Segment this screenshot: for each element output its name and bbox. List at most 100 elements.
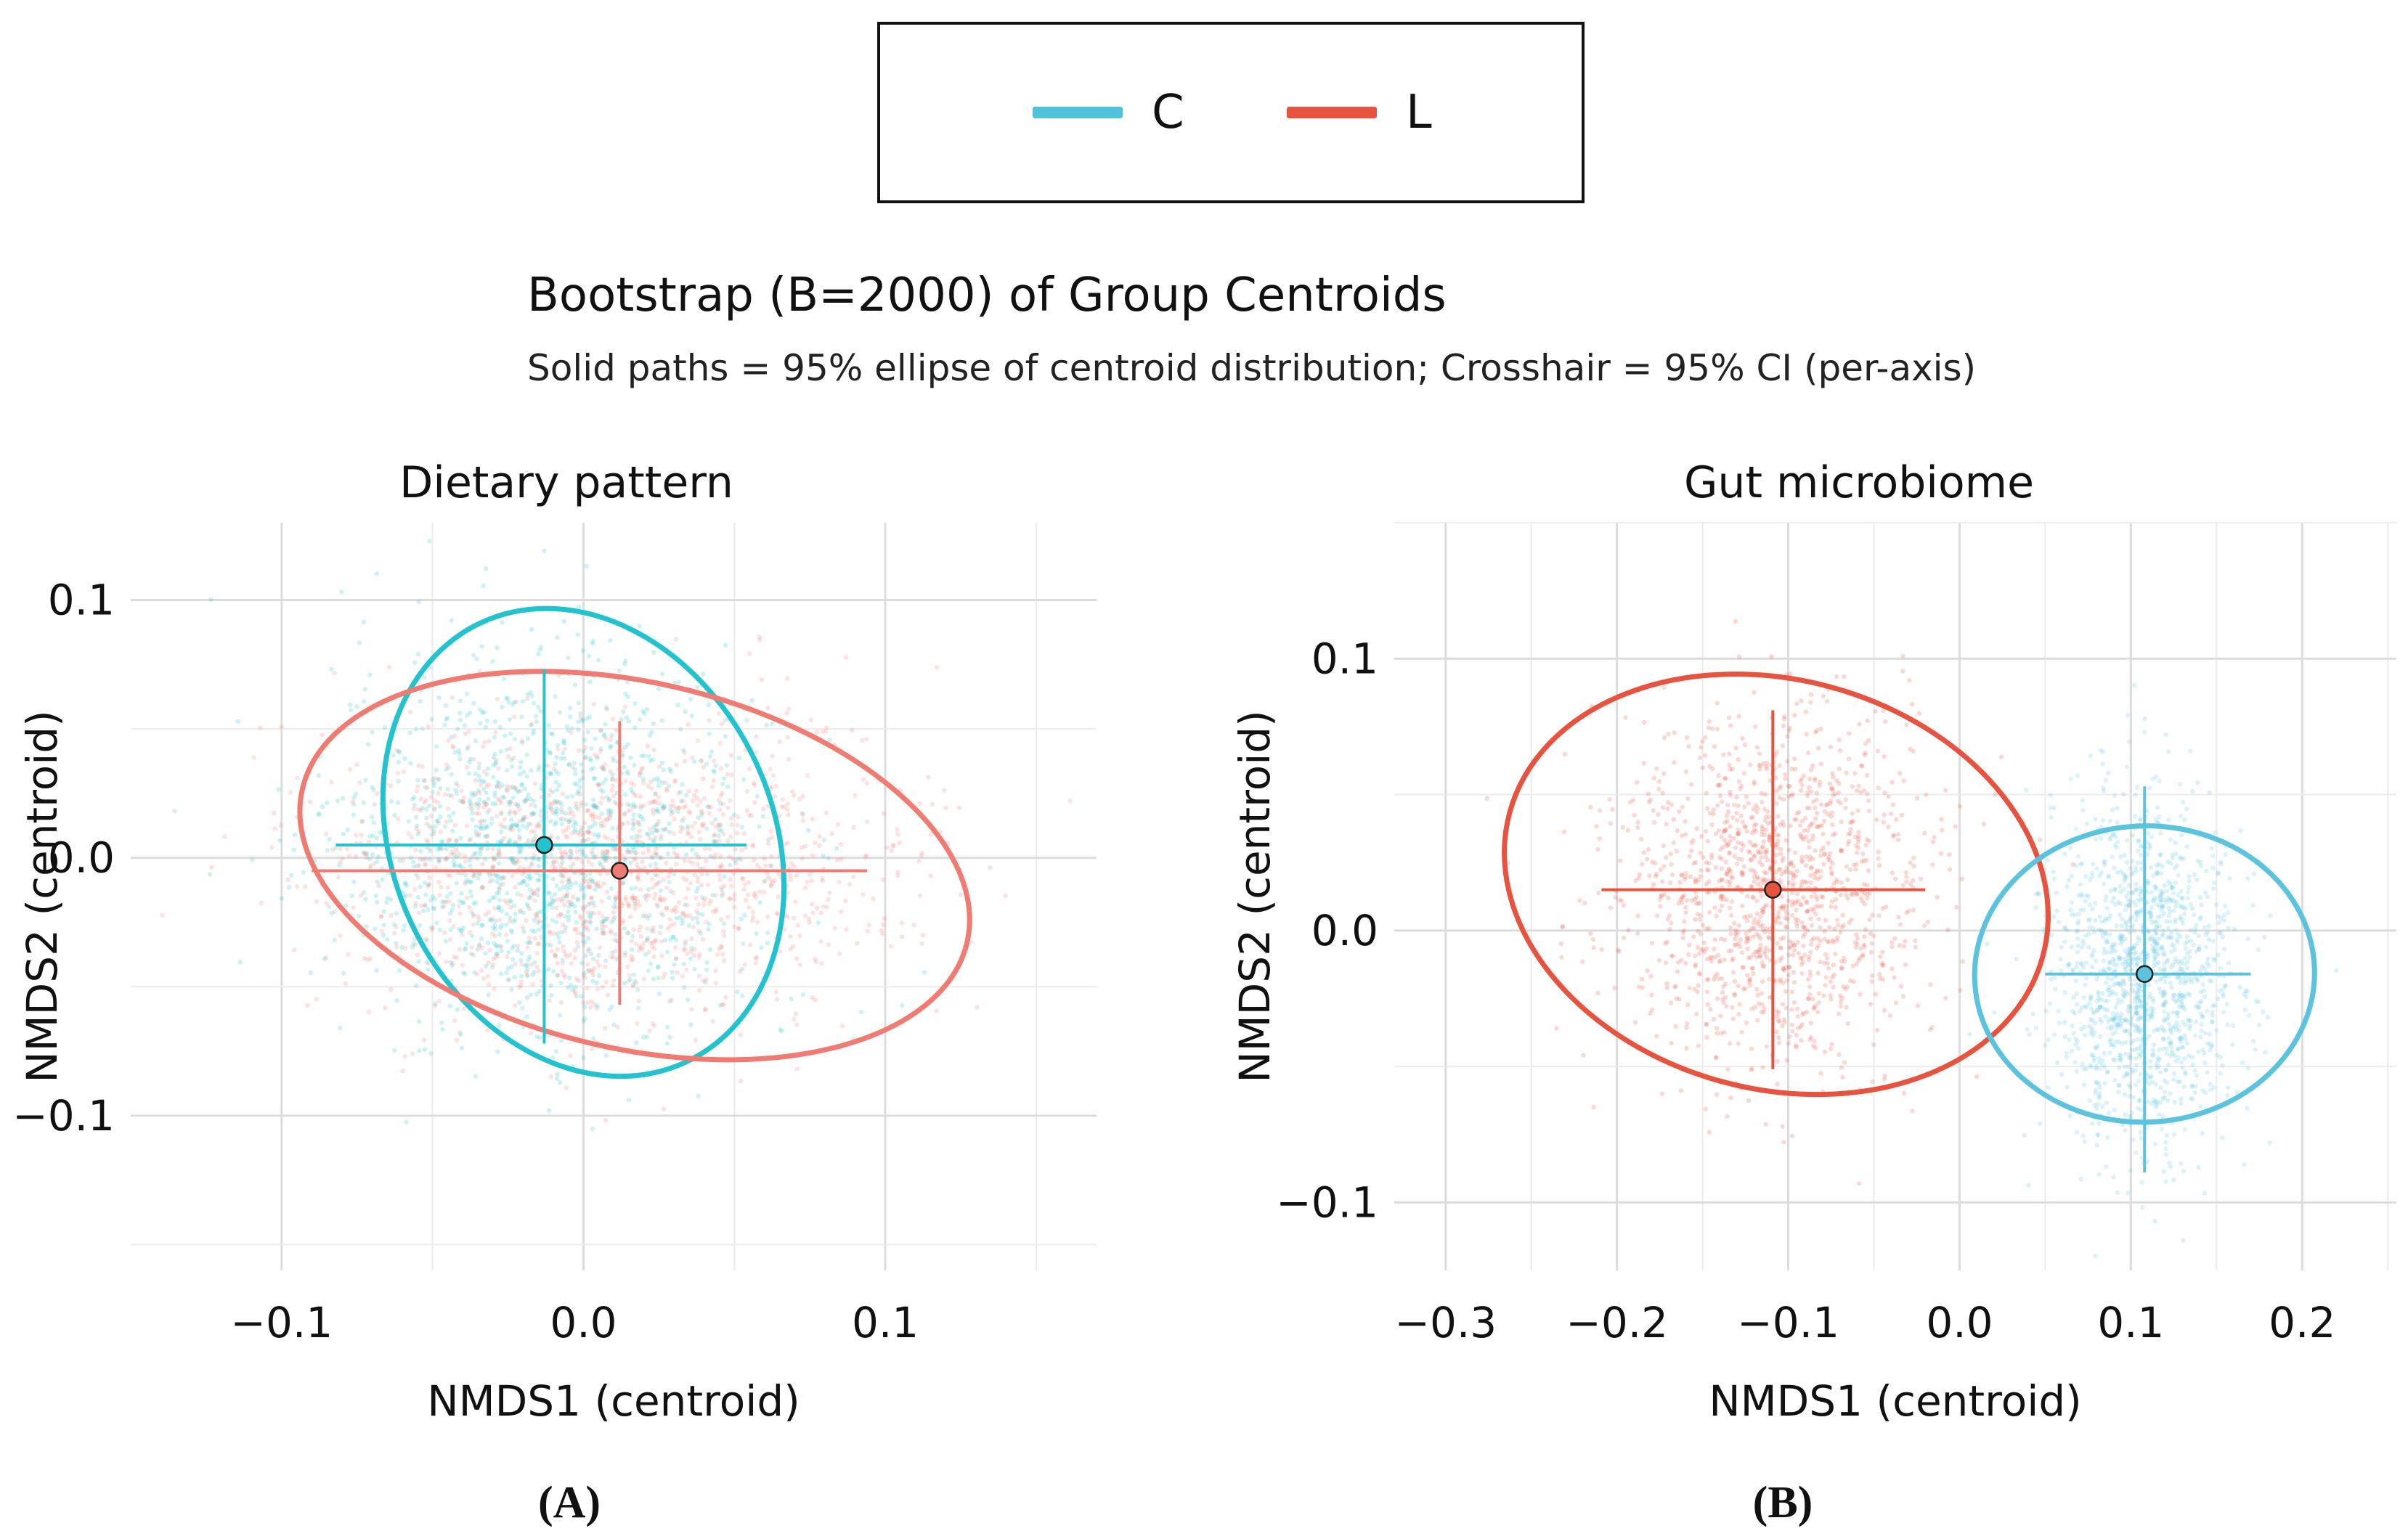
panel-a-bootstrap-point-l (772, 793, 778, 799)
panel-a-bootstrap-point-c (641, 1034, 646, 1040)
panel-a-bootstrap-point-l (479, 885, 484, 890)
panel-a-bootstrap-point-l (545, 923, 550, 928)
panel-a-bootstrap-point-l (592, 1002, 598, 1007)
panel-b-bootstrap-point-c (2115, 1022, 2120, 1028)
panel-a-bootstrap-point-l (508, 785, 513, 790)
panel-a-bootstrap-point-l (742, 882, 748, 887)
panel-a-bootstrap-point-l (622, 952, 627, 958)
panel-a-bootstrap-point-l (707, 901, 712, 906)
panel-a-bootstrap-point-c (581, 895, 587, 900)
panel-a-bootstrap-point-l (594, 1006, 599, 1011)
panel-a-bootstrap-point-c (420, 857, 426, 862)
panel-b-bootstrap-point-c (2163, 1152, 2169, 1157)
panel-a-bootstrap-point-c (552, 822, 558, 827)
panel-b-bootstrap-point-l (1846, 832, 1851, 837)
panel-a-bootstrap-point-c (728, 862, 733, 868)
panel-b-bootstrap-point-l (1829, 1042, 1834, 1047)
panel-a-bootstrap-point-l (792, 915, 797, 920)
panel-b-bootstrap-point-l (1774, 749, 1780, 755)
panel-b-bootstrap-point-l (1736, 830, 1741, 836)
panel-a-bootstrap-point-l (479, 818, 484, 823)
panel-b-bootstrap-point-l (1799, 971, 1805, 976)
panel-b-bootstrap-point-l (1719, 894, 1724, 899)
panel-a-bootstrap-point-c (515, 804, 521, 809)
panel-a-bootstrap-point-l (532, 936, 537, 941)
panel-b-bootstrap-point-l (1661, 864, 1667, 869)
panel-a-bootstrap-point-c (508, 899, 514, 905)
panel-a-bootstrap-point-c (518, 759, 524, 764)
panel-a-bootstrap-point-l (423, 857, 428, 862)
panel-a-bootstrap-point-l (693, 895, 699, 901)
panel-b-bootstrap-point-c (2137, 1098, 2142, 1103)
panel-a-bootstrap-point-c (473, 793, 478, 798)
panel-b-bootstrap-point-c (2179, 895, 2184, 900)
panel-b-bootstrap-point-l (1826, 925, 1832, 930)
panel-b-bootstrap-point-l (1735, 831, 1740, 836)
panel-b-bootstrap-point-l (1728, 789, 1733, 795)
panel-a-bootstrap-point-l (575, 930, 580, 936)
panel-b-bootstrap-point-l (1671, 817, 1676, 822)
panel-a-bootstrap-point-l (562, 928, 568, 934)
panel-a-bootstrap-point-l (890, 843, 895, 849)
panel-b-bootstrap-point-l (1924, 792, 1929, 798)
panel-a-bootstrap-point-l (357, 780, 362, 785)
panel-b-bootstrap-point-l (1786, 965, 1791, 971)
panel-a-bootstrap-point-l (548, 801, 553, 806)
panel-a-bootstrap-point-l (392, 931, 397, 936)
panel-a-bootstrap-point-l (635, 1021, 640, 1026)
panel-a-bootstrap-point-c (566, 914, 572, 920)
panel-b-bootstrap-point-l (1795, 939, 1800, 945)
panel-b-bootstrap-point-l (1882, 1008, 1887, 1013)
panel-b-bootstrap-point-c (2165, 859, 2171, 865)
panel-a-bootstrap-point-c (612, 799, 617, 805)
panel-a-bootstrap-point-c (717, 1003, 723, 1008)
panel-a-bootstrap-point-l (657, 897, 663, 902)
panel-b-bootstrap-point-l (1873, 709, 1878, 714)
panel-a-bootstrap-point-l (500, 824, 505, 830)
panel-b-bootstrap-point-c (2182, 993, 2187, 998)
panel-a-bootstrap-point-l (471, 913, 476, 919)
panel-a-bootstrap-point-l (608, 812, 613, 817)
panel-b-bootstrap-point-l (1693, 876, 1698, 882)
panel-a-bootstrap-point-l (750, 910, 756, 915)
panel-a-bootstrap-point-c (418, 849, 423, 854)
panel-a-bootstrap-point-c (530, 972, 535, 977)
panel-b-bootstrap-point-l (1877, 971, 1882, 977)
panel-a-bootstrap-point-l (447, 918, 452, 923)
panel-b-bootstrap-point-l (1886, 824, 1891, 830)
panel-a-bootstrap-point-l (683, 939, 688, 944)
panel-b-bootstrap-point-c (2134, 950, 2139, 955)
panel-b-bootstrap-point-l (1736, 654, 1742, 659)
panel-a-bootstrap-point-l (442, 792, 448, 797)
panel-b-bootstrap-point-l (1730, 875, 1735, 881)
panel-b-bootstrap-point-l (1852, 834, 1858, 840)
panel-a-bootstrap-point-c (458, 928, 464, 934)
panel-a-bootstrap-point-c (551, 969, 556, 974)
panel-b-bootstrap-point-l (1908, 746, 1913, 752)
panel-a-bootstrap-point-c (511, 822, 516, 828)
panel-b-bootstrap-point-l (1795, 1006, 1800, 1011)
panel-a-bootstrap-point-c (292, 832, 298, 838)
panel-b-bootstrap-point-l (1794, 817, 1799, 822)
panel-a-bootstrap-point-l (625, 964, 630, 970)
panel-b-bootstrap-point-c (2118, 942, 2123, 947)
panel-a-bootstrap-point-c (490, 865, 495, 870)
panel-a-bootstrap-point-l (517, 818, 522, 824)
panel-a-bootstrap-point-l (278, 822, 283, 828)
panel-a-bootstrap-point-c (412, 795, 417, 800)
panel-a-bootstrap-point-l (586, 878, 591, 883)
panel-b-bootstrap-point-c (2070, 1048, 2075, 1053)
panel-a-bootstrap-point-l (633, 793, 639, 799)
panel-a-bootstrap-point-l (513, 699, 519, 705)
panel-a-bootstrap-point-c (599, 811, 604, 817)
panel-a-bootstrap-point-c (573, 827, 578, 832)
panel-b-bootstrap-point-l (1831, 832, 1836, 838)
panel-a-bootstrap-point-c (628, 803, 633, 808)
panel-a-bootstrap-point-c (601, 767, 606, 772)
panel-a-bootstrap-point-c (603, 777, 609, 783)
panel-a-bootstrap-point-l (636, 839, 641, 845)
panel-b-bootstrap-point-c (2109, 950, 2114, 955)
panel-a-bootstrap-point-c (583, 802, 589, 807)
panel-a-bootstrap-point-c (447, 814, 452, 819)
panel-a-bootstrap-point-l (808, 872, 813, 877)
